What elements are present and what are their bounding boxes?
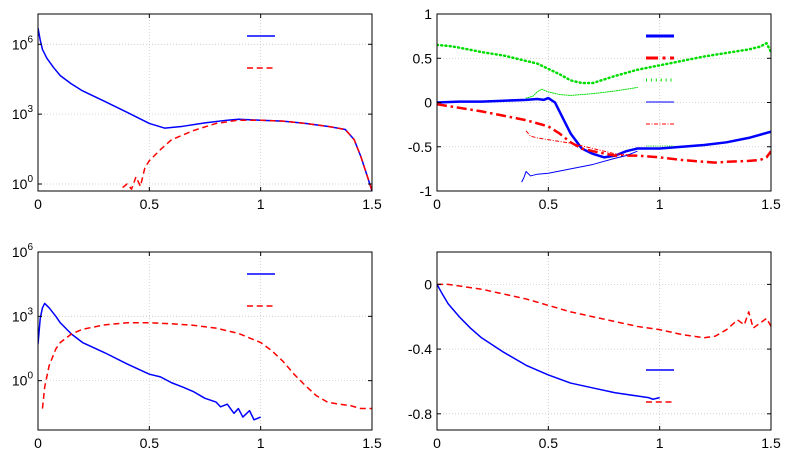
y-tick-label: -0.8 xyxy=(408,406,432,422)
panel-bottom-right: 0 0.5 1 1.5 -0.8 -0.4 0 xyxy=(408,251,781,451)
y-tick-label: -0.4 xyxy=(408,341,432,357)
series-line xyxy=(38,302,261,421)
y-tick-label: 1 xyxy=(424,6,432,22)
x-tick-label: 0.5 xyxy=(539,196,559,212)
x-tick-label: 1.5 xyxy=(362,435,382,451)
y-tick-label: 103 xyxy=(12,104,34,122)
x-tick-label: 1.5 xyxy=(362,196,382,212)
series-line xyxy=(41,322,372,410)
series-line xyxy=(437,41,771,85)
y-tick-label: 0.5 xyxy=(413,50,433,66)
axes-frame xyxy=(37,13,373,192)
x-tick-label: 1 xyxy=(257,435,265,451)
x-tick-label: 1 xyxy=(656,196,664,212)
x-tick-label: 0.5 xyxy=(140,435,160,451)
x-tick-label: 0.5 xyxy=(140,196,160,212)
y-tick-label: 0 xyxy=(424,276,432,292)
series-line xyxy=(437,96,771,159)
x-tick-label: 0 xyxy=(433,196,441,212)
x-tick-label: 0 xyxy=(433,435,441,451)
axes-frame xyxy=(37,251,373,431)
y-tick-label: 100 xyxy=(12,174,34,192)
panel-bottom-left: 0 0.5 1 1.5 100 103 106 xyxy=(12,242,382,451)
x-tick-label: 0.5 xyxy=(539,435,559,451)
series-line xyxy=(521,150,638,183)
series-line xyxy=(437,103,771,164)
series-line xyxy=(437,283,660,400)
y-tick-label: 103 xyxy=(12,306,34,324)
series-line xyxy=(122,119,372,191)
series-line xyxy=(525,86,638,99)
panel-top-left: 0 0.5 1 1.5 100 103 106 xyxy=(12,13,382,212)
y-tick-label: -1 xyxy=(420,183,433,199)
panel-top-right: 0 0.5 1 1.5 -1 -0.5 0 0.5 1 xyxy=(408,6,781,212)
series-line xyxy=(525,130,638,157)
x-tick-label: 1.5 xyxy=(761,196,781,212)
x-tick-label: 1 xyxy=(656,435,664,451)
series-line xyxy=(437,283,771,339)
y-tick-label: 100 xyxy=(12,371,34,389)
x-tick-label: 0 xyxy=(34,196,42,212)
series-line xyxy=(38,27,372,191)
y-tick-label: -0.5 xyxy=(408,139,432,155)
x-tick-label: 0 xyxy=(34,435,42,451)
y-tick-label: 106 xyxy=(12,34,34,52)
y-tick-label: 106 xyxy=(12,242,34,260)
axes-frame xyxy=(436,251,772,431)
y-tick-label: 0 xyxy=(424,95,432,111)
x-tick-label: 1 xyxy=(257,196,265,212)
x-tick-label: 1.5 xyxy=(761,435,781,451)
